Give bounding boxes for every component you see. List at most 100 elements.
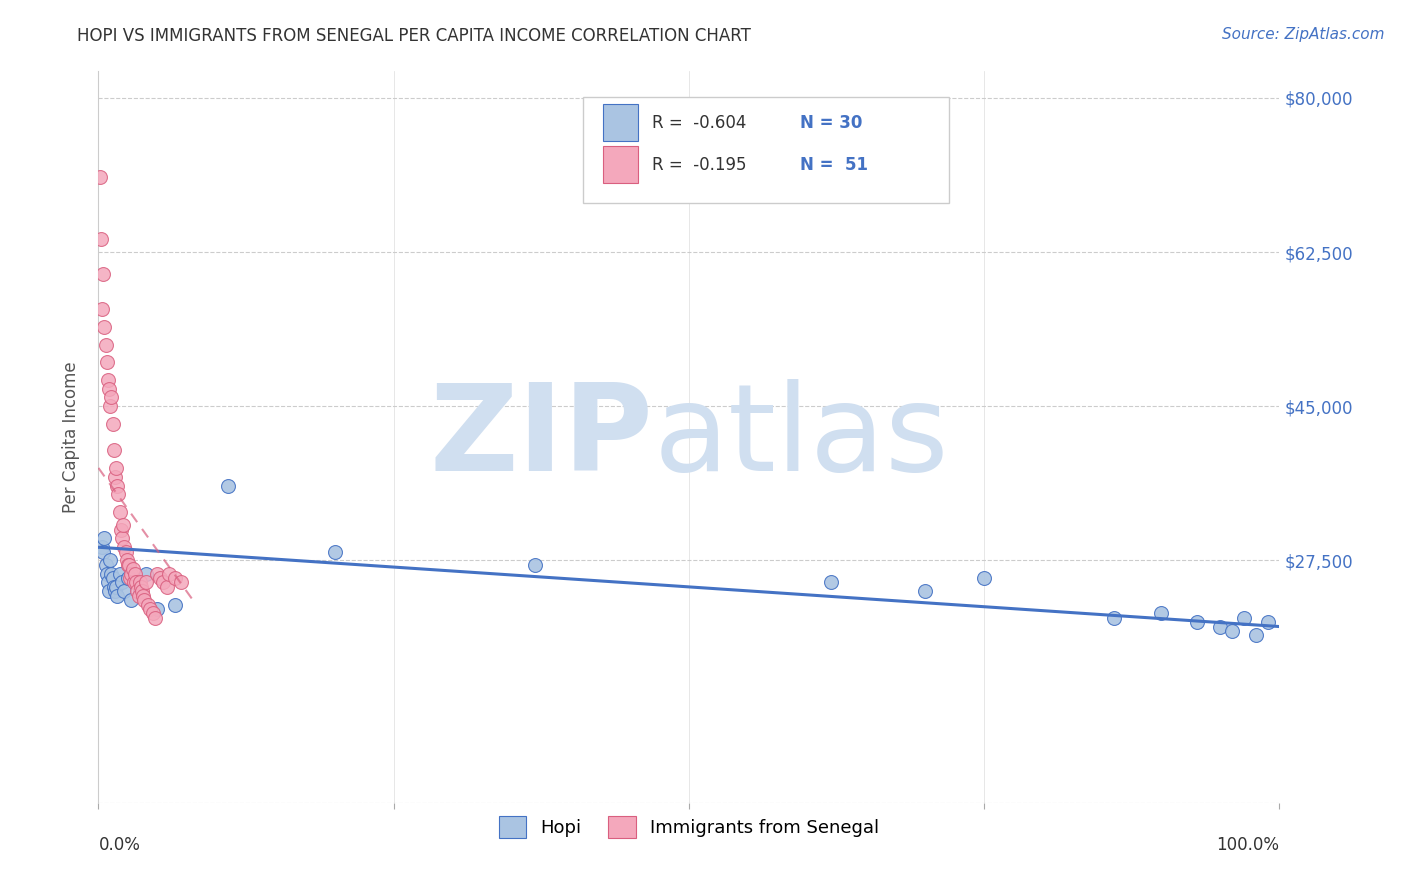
Point (524, 558, 547, 572)
Point (914, 584, 936, 599)
Point (115, 553, 138, 567)
Point (103, 580, 125, 594)
Point (128, 584, 150, 599)
Point (143, 611, 166, 625)
Point (131, 584, 153, 599)
Point (1150, 607, 1173, 621)
Point (146, 566, 169, 581)
Point (134, 593, 156, 607)
Point (112, 540, 135, 554)
Point (1185, 615, 1208, 629)
Point (973, 571, 995, 585)
Point (149, 571, 172, 585)
Point (104, 469, 127, 483)
Point (93, 532, 115, 546)
Text: 100.0%: 100.0% (1216, 836, 1279, 854)
Point (90, 232, 112, 246)
Point (111, 575, 134, 590)
Point (1102, 611, 1125, 625)
Point (110, 523, 132, 537)
Point (128, 575, 150, 590)
Point (103, 443, 125, 458)
Point (93, 320, 115, 334)
Point (1233, 611, 1256, 625)
Point (820, 575, 842, 590)
Point (120, 571, 142, 585)
Point (101, 571, 124, 585)
Point (152, 575, 174, 590)
Point (156, 580, 179, 594)
Point (117, 558, 139, 572)
Legend: Hopi, Immigrants from Senegal: Hopi, Immigrants from Senegal (492, 808, 886, 845)
Point (105, 580, 128, 594)
Point (98, 399, 121, 413)
Point (129, 580, 152, 594)
Point (165, 598, 187, 612)
Point (121, 566, 143, 581)
Point (108, 505, 131, 519)
Text: R =  -0.604: R = -0.604 (652, 113, 747, 131)
Text: ZIP: ZIP (430, 378, 654, 496)
Point (165, 571, 187, 585)
Text: Source: ZipAtlas.com: Source: ZipAtlas.com (1222, 27, 1385, 42)
Point (111, 532, 134, 546)
Y-axis label: Per Capita Income: Per Capita Income (62, 361, 80, 513)
Text: N = 30: N = 30 (800, 113, 862, 131)
Point (91, 544, 114, 558)
Point (105, 461, 128, 475)
Point (97, 373, 120, 387)
Point (107, 487, 129, 501)
Point (98, 584, 121, 599)
Point (91, 267, 114, 281)
Point (91, 540, 114, 554)
Text: R =  -0.195: R = -0.195 (652, 156, 747, 174)
Text: HOPI VS IMMIGRANTS FROM SENEGAL PER CAPITA INCOME CORRELATION CHART: HOPI VS IMMIGRANTS FROM SENEGAL PER CAPI… (77, 27, 751, 45)
Point (146, 602, 169, 616)
Point (1209, 619, 1232, 633)
Point (108, 566, 131, 581)
Point (121, 593, 143, 607)
Point (136, 598, 159, 612)
Point (100, 566, 122, 581)
Point (1257, 615, 1279, 629)
Point (128, 589, 150, 603)
Point (112, 518, 135, 533)
Point (96, 355, 118, 369)
Point (217, 478, 239, 492)
Point (98, 382, 121, 396)
Point (97, 575, 120, 590)
Point (135, 575, 157, 590)
Point (91, 302, 114, 317)
Point (117, 571, 139, 585)
Point (127, 584, 149, 599)
Point (94, 337, 117, 351)
Point (157, 566, 180, 581)
Point (323, 544, 346, 558)
Point (135, 566, 157, 581)
Point (1220, 624, 1243, 638)
Point (170, 575, 193, 590)
Point (94, 558, 117, 572)
Point (104, 584, 127, 599)
FancyBboxPatch shape (603, 104, 638, 141)
Point (112, 584, 135, 599)
Point (121, 562, 143, 576)
Point (124, 566, 146, 581)
Point (101, 417, 124, 431)
Point (125, 575, 148, 590)
Point (105, 589, 128, 603)
Text: N =  51: N = 51 (800, 156, 868, 174)
Point (132, 589, 155, 603)
Point (89, 170, 111, 185)
Point (122, 575, 145, 590)
FancyBboxPatch shape (582, 97, 949, 203)
Point (100, 391, 122, 405)
FancyBboxPatch shape (603, 146, 638, 183)
Point (142, 607, 165, 621)
Point (105, 478, 128, 492)
Point (114, 544, 136, 558)
Point (139, 602, 162, 616)
Point (118, 558, 141, 572)
Text: 0.0%: 0.0% (98, 836, 141, 854)
Point (98, 553, 121, 567)
